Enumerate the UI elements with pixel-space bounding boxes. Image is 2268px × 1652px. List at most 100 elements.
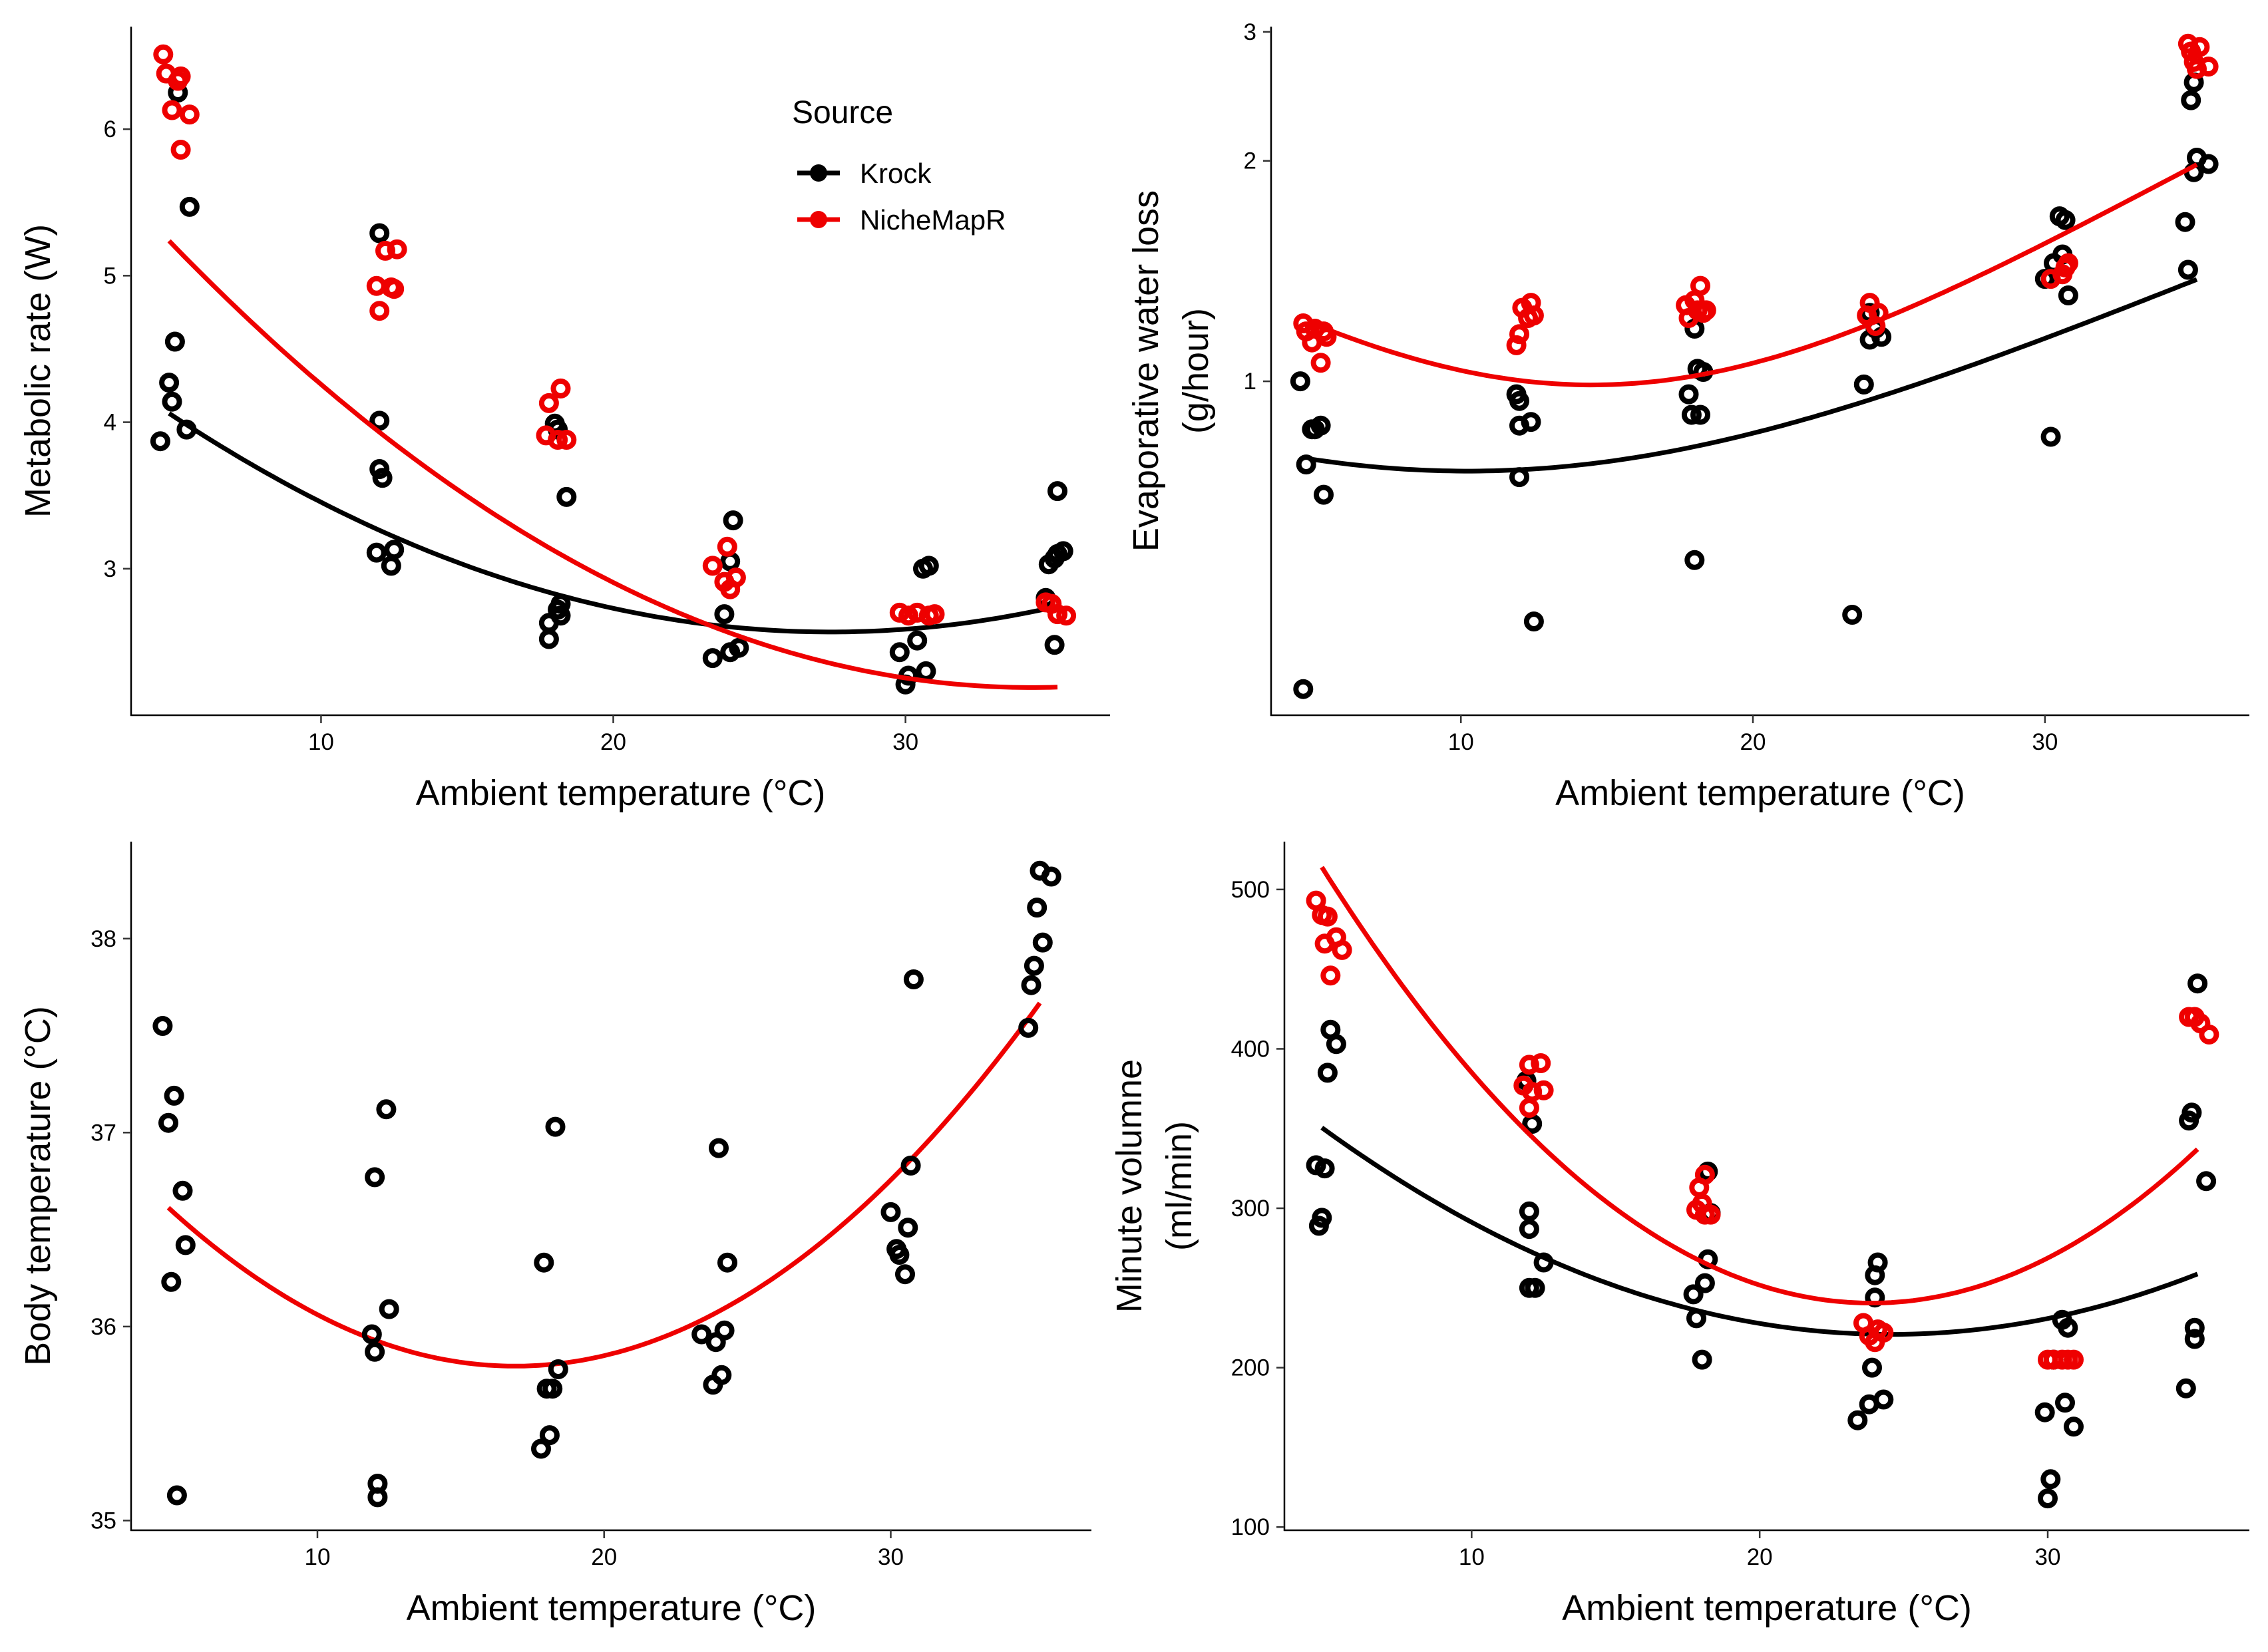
data-point-krock (162, 391, 182, 412)
data-point-krock (2184, 1317, 2205, 1338)
data-point-krock (2175, 1378, 2196, 1399)
data-point-krock (538, 629, 559, 649)
data-point-krock (723, 510, 743, 531)
data-point-krock (1519, 1201, 1539, 1222)
data-point-nichemapr (1533, 1080, 1554, 1100)
data-point-nichemapr (2189, 37, 2210, 57)
data-point-krock (365, 1167, 385, 1188)
y-tick-label: 36 (91, 1314, 116, 1340)
data-point-krock (1521, 412, 1541, 432)
data-point-krock (152, 1016, 173, 1036)
data-point-nichemapr (1317, 906, 1338, 927)
data-point-krock (369, 411, 390, 431)
data-point-krock (369, 223, 390, 244)
data-point-krock (1024, 955, 1044, 976)
data-point-nichemapr (153, 44, 174, 65)
data-point-nichemapr (162, 100, 182, 120)
data-point-krock (2058, 1317, 2078, 1338)
data-point-krock (550, 593, 571, 614)
panel-2: 10 20 30 1 2 3 Ambient temperature (°C) Evapora… (1126, 19, 2249, 813)
data-point-krock (179, 196, 200, 217)
data-point-nichemapr (1519, 1098, 1539, 1118)
y-tick-label: 38 (91, 926, 116, 952)
y-tick-label: 4 (104, 410, 116, 436)
data-point-krock (159, 373, 180, 393)
fit-line-krock (1308, 277, 2198, 474)
data-point-krock (2184, 1329, 2205, 1349)
data-point-nichemapr (1696, 300, 1716, 321)
data-point-nichemapr (369, 301, 390, 321)
data-point-nichemapr (2058, 253, 2078, 273)
x-tick-label: 20 (1740, 729, 1766, 755)
y-axis-title: Body temperature (°C) (18, 1006, 58, 1366)
data-point-krock (1053, 541, 1073, 562)
data-point-nichemapr (375, 240, 395, 261)
data-point-nichemapr (170, 140, 191, 160)
fit-line-krock (166, 1001, 1042, 1369)
data-point-krock (1290, 371, 1310, 392)
data-point-krock (714, 1320, 735, 1341)
data-point-krock (2034, 1402, 2055, 1422)
data-point-nichemapr (387, 239, 407, 259)
data-point-krock (539, 1425, 560, 1446)
data-point-nichemapr (170, 66, 191, 86)
data-point-krock (895, 1264, 915, 1285)
data-point-nichemapr (179, 104, 200, 125)
data-point-krock (150, 431, 170, 452)
data-point-krock (2064, 1416, 2084, 1437)
y-axis-title-unit: (ml/min) (1159, 1121, 1199, 1251)
data-point-nichemapr (1056, 605, 1077, 626)
y-tick-label: 400 (1231, 1036, 1270, 1062)
data-point-krock (379, 1299, 399, 1319)
y-tick-label: 100 (1231, 1514, 1270, 1540)
data-point-krock (172, 1180, 193, 1201)
data-point-krock (2055, 1393, 2075, 1413)
fit-line-krock (168, 411, 1058, 635)
data-point-krock (1694, 1273, 1715, 1293)
fit-line-krock (1320, 1126, 2199, 1337)
x-tick-label: 20 (600, 729, 626, 755)
x-tick-label: 30 (892, 729, 918, 755)
data-point-krock (1018, 1017, 1039, 1038)
x-tick-label: 10 (1459, 1544, 1485, 1570)
data-point-krock (376, 1099, 397, 1120)
data-point-krock (1683, 1284, 1704, 1305)
data-point-krock (361, 1324, 382, 1345)
data-point-nichemapr (1509, 324, 1529, 345)
legend-key-point (810, 211, 827, 228)
y-axis-title: Metabolic rate (W) (18, 224, 58, 518)
legend: Source Krock NicheMapR (792, 95, 1006, 236)
x-tick-label: 30 (878, 1544, 904, 1570)
data-point-krock (2187, 973, 2208, 994)
data-point-nichemapr (1320, 965, 1341, 986)
data-point-krock (545, 1116, 566, 1137)
data-point-krock (1842, 605, 1863, 625)
data-point-krock (372, 468, 393, 488)
data-point-krock (1326, 1034, 1346, 1055)
panel-4: 10 20 30 100 200 300 400 500 Ambient temperature… (1109, 842, 2249, 1628)
data-point-krock (164, 1085, 184, 1106)
data-point-nichemapr (2199, 1024, 2219, 1045)
data-point-nichemapr (1523, 305, 1544, 326)
data-point-nichemapr (717, 536, 737, 557)
legend-label: NicheMapR (860, 204, 1006, 236)
x-tick-label: 10 (1448, 729, 1474, 755)
y-tick-label: 6 (104, 116, 116, 142)
y-axis-title: Minute volumne (1109, 1059, 1149, 1313)
data-point-nichemapr (702, 556, 723, 576)
data-point-krock (918, 556, 939, 576)
data-point-nichemapr (1868, 303, 1889, 323)
legend-key-point (810, 164, 827, 182)
data-point-krock (1314, 484, 1334, 505)
data-point-krock (534, 1252, 554, 1273)
data-point-krock (1867, 1252, 1888, 1273)
data-point-nichemapr (924, 604, 945, 625)
data-point-nichemapr (556, 430, 577, 450)
data-point-krock (709, 1138, 729, 1158)
data-point-krock (1047, 481, 1067, 502)
y-tick-label: 300 (1231, 1196, 1270, 1222)
x-tick-label: 10 (305, 1544, 331, 1570)
data-point-krock (1523, 611, 1544, 632)
fit-line-nichemapr (1308, 162, 2198, 388)
x-axis-title: Ambient temperature (°C) (407, 1588, 817, 1628)
